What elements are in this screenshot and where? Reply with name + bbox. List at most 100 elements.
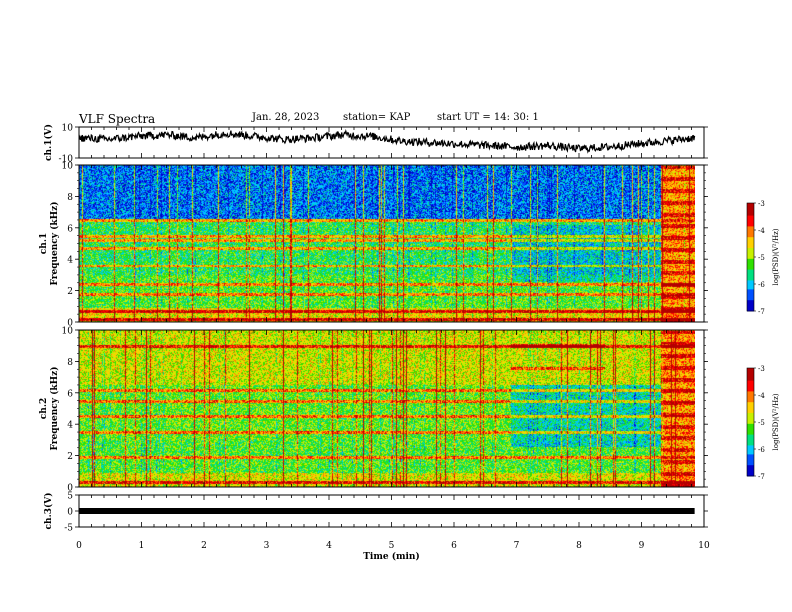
x-tick-label: 9 <box>639 541 645 551</box>
ch1-colorbar-color-step <box>747 217 754 220</box>
ch1-y-axis-label: ch.1(V) <box>43 124 54 161</box>
ch1-colorbar-color-step <box>747 224 754 227</box>
ch2-colorbar-color-step <box>747 396 754 400</box>
ch1-colorbar-color-step <box>747 233 754 236</box>
ch1-colorbar-color-step <box>747 257 754 260</box>
ch1-freq-axis-label: ch.1Frequency (kHz) <box>39 201 60 285</box>
ch2-colorbar-color-step <box>747 418 754 421</box>
ch1-freq-tick-label: 2 <box>67 287 73 297</box>
x-tick-label: 4 <box>326 541 332 551</box>
ch2-colorbar-color-step <box>747 468 754 472</box>
ch1-colorbar-color-step <box>747 208 754 211</box>
ch2-colorbar-color-step <box>747 405 754 409</box>
ch2-colorbar-color-step <box>747 440 754 443</box>
ch2-colorbar-color-step <box>747 369 754 373</box>
ch2-colorbar-color-step <box>747 436 754 439</box>
ch1-freq-tick-label: 8 <box>67 193 73 203</box>
ch1-colorbar-color-step <box>747 309 754 312</box>
ch2-colorbar-color-step <box>747 407 754 410</box>
ch2-colorbar-color-step <box>747 380 754 383</box>
ch2-freq-tick-label: 0 <box>67 484 73 494</box>
ch1-colorbar-color-step <box>747 230 754 233</box>
ch1-colorbar-tick-label: -6 <box>758 281 765 289</box>
ch2-colorbar-color-step <box>747 377 754 380</box>
ch2-colorbar-color-step <box>747 371 754 374</box>
ch1-colorbar-color-step <box>747 278 754 281</box>
ch1-colorbar-color-step <box>747 303 754 307</box>
ch1-colorbar-color-step <box>747 296 754 299</box>
ch1-colorbar-color-step <box>747 203 754 206</box>
ch2-freq-tick-label: 4 <box>67 421 73 431</box>
ch1-colorbar-color-step <box>747 280 754 283</box>
ch2-colorbar-color-step <box>747 441 754 445</box>
ch1-colorbar-color-step <box>747 302 754 305</box>
ch3-y-axis-label: ch.3(V) <box>43 493 54 530</box>
ch2-colorbar-color-step <box>747 386 754 389</box>
ch1-colorbar-color-step <box>747 253 754 256</box>
ch2-colorbar-color-step <box>747 375 754 378</box>
ch1-y-tick-label: -10 <box>59 155 74 165</box>
ch2-colorbar-color-step <box>747 465 754 468</box>
x-tick-label: 6 <box>451 541 457 551</box>
ch2-colorbar-color-step <box>747 409 754 412</box>
ch1-colorbar-color-step <box>747 240 754 244</box>
ch2-colorbar-color-step <box>747 449 754 452</box>
ch2-colorbar-color-step <box>747 463 754 466</box>
ch2-colorbar-color-step <box>747 398 754 401</box>
x-axis-label: Time (min) <box>363 551 420 562</box>
ch2-colorbar-color-step <box>747 391 754 394</box>
ch1-colorbar-color-step <box>747 275 754 278</box>
ch1-colorbar-color-step <box>747 273 754 276</box>
ch1-colorbar-color-step <box>747 222 754 226</box>
ch2-colorbar-color-step <box>747 431 754 434</box>
ch1-colorbar-color-step <box>747 248 754 251</box>
ch2-colorbar-color-step <box>747 429 754 432</box>
ch1-colorbar-color-step <box>747 282 754 285</box>
ch2-colorbar-color-step <box>747 368 754 371</box>
ch2-colorbar-color-step <box>747 384 754 387</box>
ch2-freq-tick-label: 6 <box>67 389 73 399</box>
ch2-colorbar-tick-label: -3 <box>758 365 765 373</box>
ch2-colorbar-color-step <box>747 382 754 385</box>
ch1-colorbar-color-step <box>747 260 754 263</box>
x-tick-label: 3 <box>264 541 270 551</box>
ch2-colorbar-color-step <box>747 434 754 437</box>
ch2-colorbar-color-step <box>747 456 754 459</box>
ch2-colorbar-color-step <box>747 400 754 403</box>
ch1-colorbar-color-step <box>747 219 754 222</box>
ch1-colorbar-color-step <box>747 210 754 213</box>
ch1-colorbar-color-step <box>747 276 754 280</box>
ch1-colorbar-color-step <box>747 269 754 272</box>
x-tick-label: 7 <box>514 541 520 551</box>
ch1-colorbar-color-step <box>747 228 754 231</box>
ch1-colorbar-color-step <box>747 298 754 301</box>
ch1-colorbar-color-step <box>747 239 754 242</box>
ch2-colorbar-color-step <box>747 445 754 448</box>
ch1-colorbar-color-step <box>747 221 754 224</box>
ch1-colorbar-color-step <box>747 294 754 298</box>
ch1-colorbar-color-step <box>747 266 754 269</box>
ch1-colorbar-color-step <box>747 307 754 310</box>
ch3-y-tick-label: 5 <box>67 492 73 502</box>
ch3-y-tick-label: 0 <box>67 508 73 518</box>
ch1-freq-tick-label: 6 <box>67 224 73 234</box>
ch2-colorbar-color-step <box>747 378 754 382</box>
ch1-trace <box>78 129 696 154</box>
ch2-freq-tick-label: 2 <box>67 452 73 462</box>
ch1-freq-tick-label: 4 <box>67 256 73 266</box>
ch1-freq-tick-label: 10 <box>62 162 74 172</box>
ch1-colorbar-color-step <box>747 226 754 229</box>
x-tick-label: 10 <box>698 541 710 551</box>
ch1-colorbar-color-step <box>747 287 754 290</box>
spectrogram-image-ch1 <box>79 165 695 322</box>
x-tick-label: 0 <box>76 541 82 551</box>
ch1-colorbar-color-step <box>747 204 754 208</box>
ch2-colorbar-color-step <box>747 404 754 407</box>
ch2-colorbar-color-step <box>747 420 754 423</box>
ch2-colorbar-color-step <box>747 438 754 441</box>
ch2-colorbar-color-step <box>747 427 754 430</box>
ch2-colorbar-color-step <box>747 416 754 419</box>
start-time-label: start UT = 14: 30: 1 <box>437 112 539 123</box>
ch2-colorbar-color-step <box>747 393 754 396</box>
